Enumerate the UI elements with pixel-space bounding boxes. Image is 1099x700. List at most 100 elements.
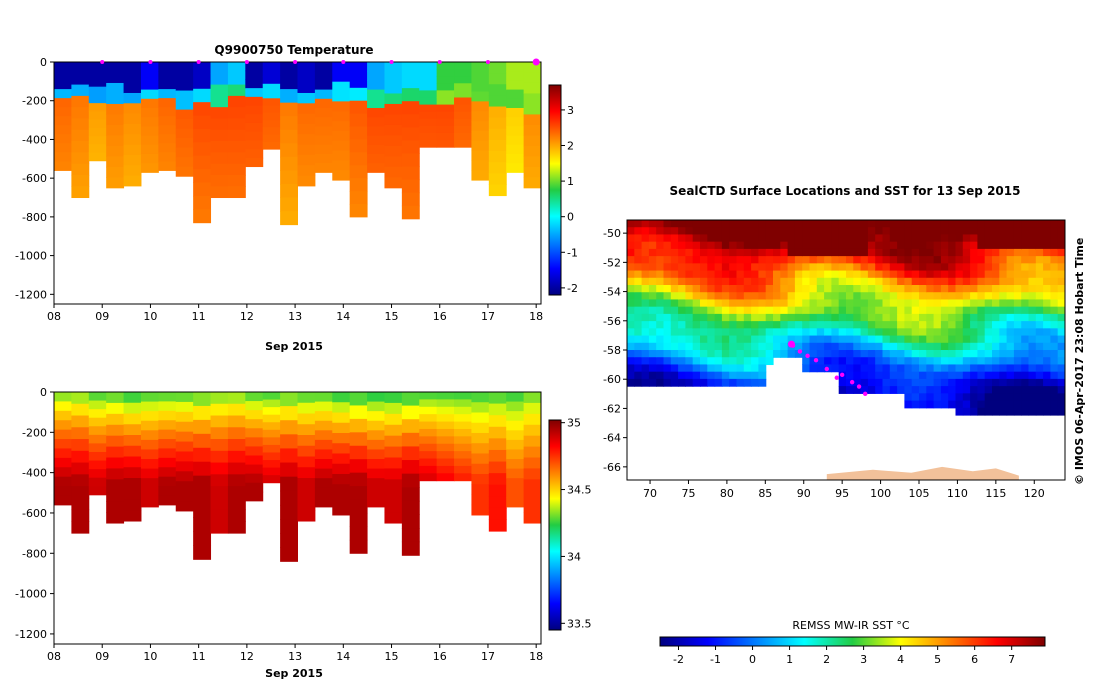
salinity-cell: [245, 428, 264, 438]
sst-cell: [919, 306, 927, 315]
sst-cell: [889, 292, 898, 301]
sst-cell: [802, 299, 811, 308]
sst-cell: [816, 299, 825, 308]
sst-cell: [984, 227, 993, 236]
sst-cell: [1028, 285, 1037, 293]
sst-cell: [992, 407, 1000, 416]
sst-cell: [663, 292, 672, 301]
salinity-cell: [210, 403, 229, 417]
temperature-cell: [140, 126, 159, 137]
sst-cell: [897, 313, 905, 322]
sst-cell: [889, 328, 898, 337]
sst-cell: [751, 285, 759, 293]
sst-cell: [838, 270, 847, 279]
salinity-cell: [123, 413, 142, 425]
salinity-cell: [436, 406, 455, 415]
sst-cell: [919, 263, 927, 272]
salinity-cell: [245, 491, 264, 502]
temperature-cell: [332, 130, 351, 142]
salinity-cell: [106, 424, 125, 437]
sst-cell: [1013, 400, 1022, 409]
sst-cell: [765, 227, 774, 236]
sst-cell: [765, 306, 774, 315]
sst-cell: [882, 248, 891, 257]
sst-cell: [962, 241, 971, 250]
sst-cell: [627, 248, 635, 257]
sst-cell: [758, 357, 767, 366]
sst-cell: [816, 364, 825, 373]
sst-cell: [977, 270, 986, 279]
sst-cell: [1043, 234, 1051, 243]
temperature-cell: [384, 62, 403, 73]
sst-cell: [773, 248, 781, 257]
salinity-cell: [523, 446, 542, 459]
sst-cell: [1057, 364, 1065, 373]
sst-cell: [977, 220, 986, 228]
sst-cell: [736, 357, 745, 366]
salinity-cell: [506, 468, 525, 479]
sst-cell: [940, 241, 949, 250]
sst-cell: [904, 292, 913, 301]
sst-cell: [707, 220, 716, 228]
sst-cell: [656, 306, 665, 315]
sst-cell: [933, 342, 942, 351]
temperature-cell: [506, 107, 525, 118]
salinity-cell: [297, 435, 316, 447]
sst-cell: [977, 350, 986, 358]
sst-cell: [648, 378, 657, 387]
sst-cell: [831, 277, 840, 286]
sst-cell: [1057, 241, 1065, 250]
sst-cell: [977, 306, 986, 315]
salinity-cell: [262, 444, 281, 453]
sst-cell: [919, 342, 927, 351]
temperature-x-tick-label: 17: [481, 310, 495, 323]
sst-cell: [882, 277, 891, 286]
temperature-cell: [488, 173, 507, 185]
salinity-cell: [488, 461, 507, 474]
temperature-cell: [210, 174, 229, 187]
sst-cell: [736, 321, 745, 329]
salinity-cell: [245, 473, 264, 484]
sst-cell: [670, 263, 679, 272]
sst-cell: [992, 220, 1000, 228]
sst-cell: [656, 364, 665, 373]
sst-cell: [743, 256, 752, 264]
sst-cell: [1043, 313, 1051, 322]
temperature-cell: [123, 123, 142, 135]
salinity-cell: [106, 435, 125, 448]
salinity-cell: [71, 392, 90, 405]
sst-cell: [1028, 378, 1037, 387]
sst-cell: [736, 350, 745, 358]
sst-cell: [875, 285, 884, 293]
temperature-cell: [140, 89, 159, 100]
temperature-cell: [419, 90, 438, 98]
sst-cell: [875, 248, 884, 257]
sst-cell: [721, 256, 730, 264]
sst-cell: [1035, 285, 1044, 293]
sst-cell: [809, 357, 818, 366]
sst-cell: [656, 335, 665, 344]
sst-cell: [787, 292, 796, 301]
sst-cell: [984, 400, 993, 409]
salinity-cell: [245, 455, 264, 466]
sst-cell: [663, 248, 672, 257]
salinity-cell: [297, 392, 316, 404]
sst-cell: [838, 220, 847, 228]
map-colorbar-ticks: -2 -1 0 1 2 3 4 5 6 7: [673, 646, 1015, 666]
temperature-cell: [54, 125, 72, 135]
temperature-cell: [158, 125, 177, 135]
sst-cell: [984, 263, 993, 272]
sst-cell: [729, 313, 738, 322]
sst-cell: [853, 357, 862, 366]
sst-cell: [977, 248, 986, 257]
sst-cell: [926, 299, 935, 308]
sst-cell: [962, 350, 971, 358]
sst-cell: [1057, 357, 1065, 366]
temperature-cell: [297, 92, 316, 104]
sst-cell: [1006, 407, 1015, 416]
sst-cell: [1021, 241, 1030, 250]
sst-cell: [889, 241, 898, 250]
sst-cell: [641, 292, 650, 301]
sst-cell: [656, 292, 665, 301]
sst-cell: [714, 335, 723, 344]
